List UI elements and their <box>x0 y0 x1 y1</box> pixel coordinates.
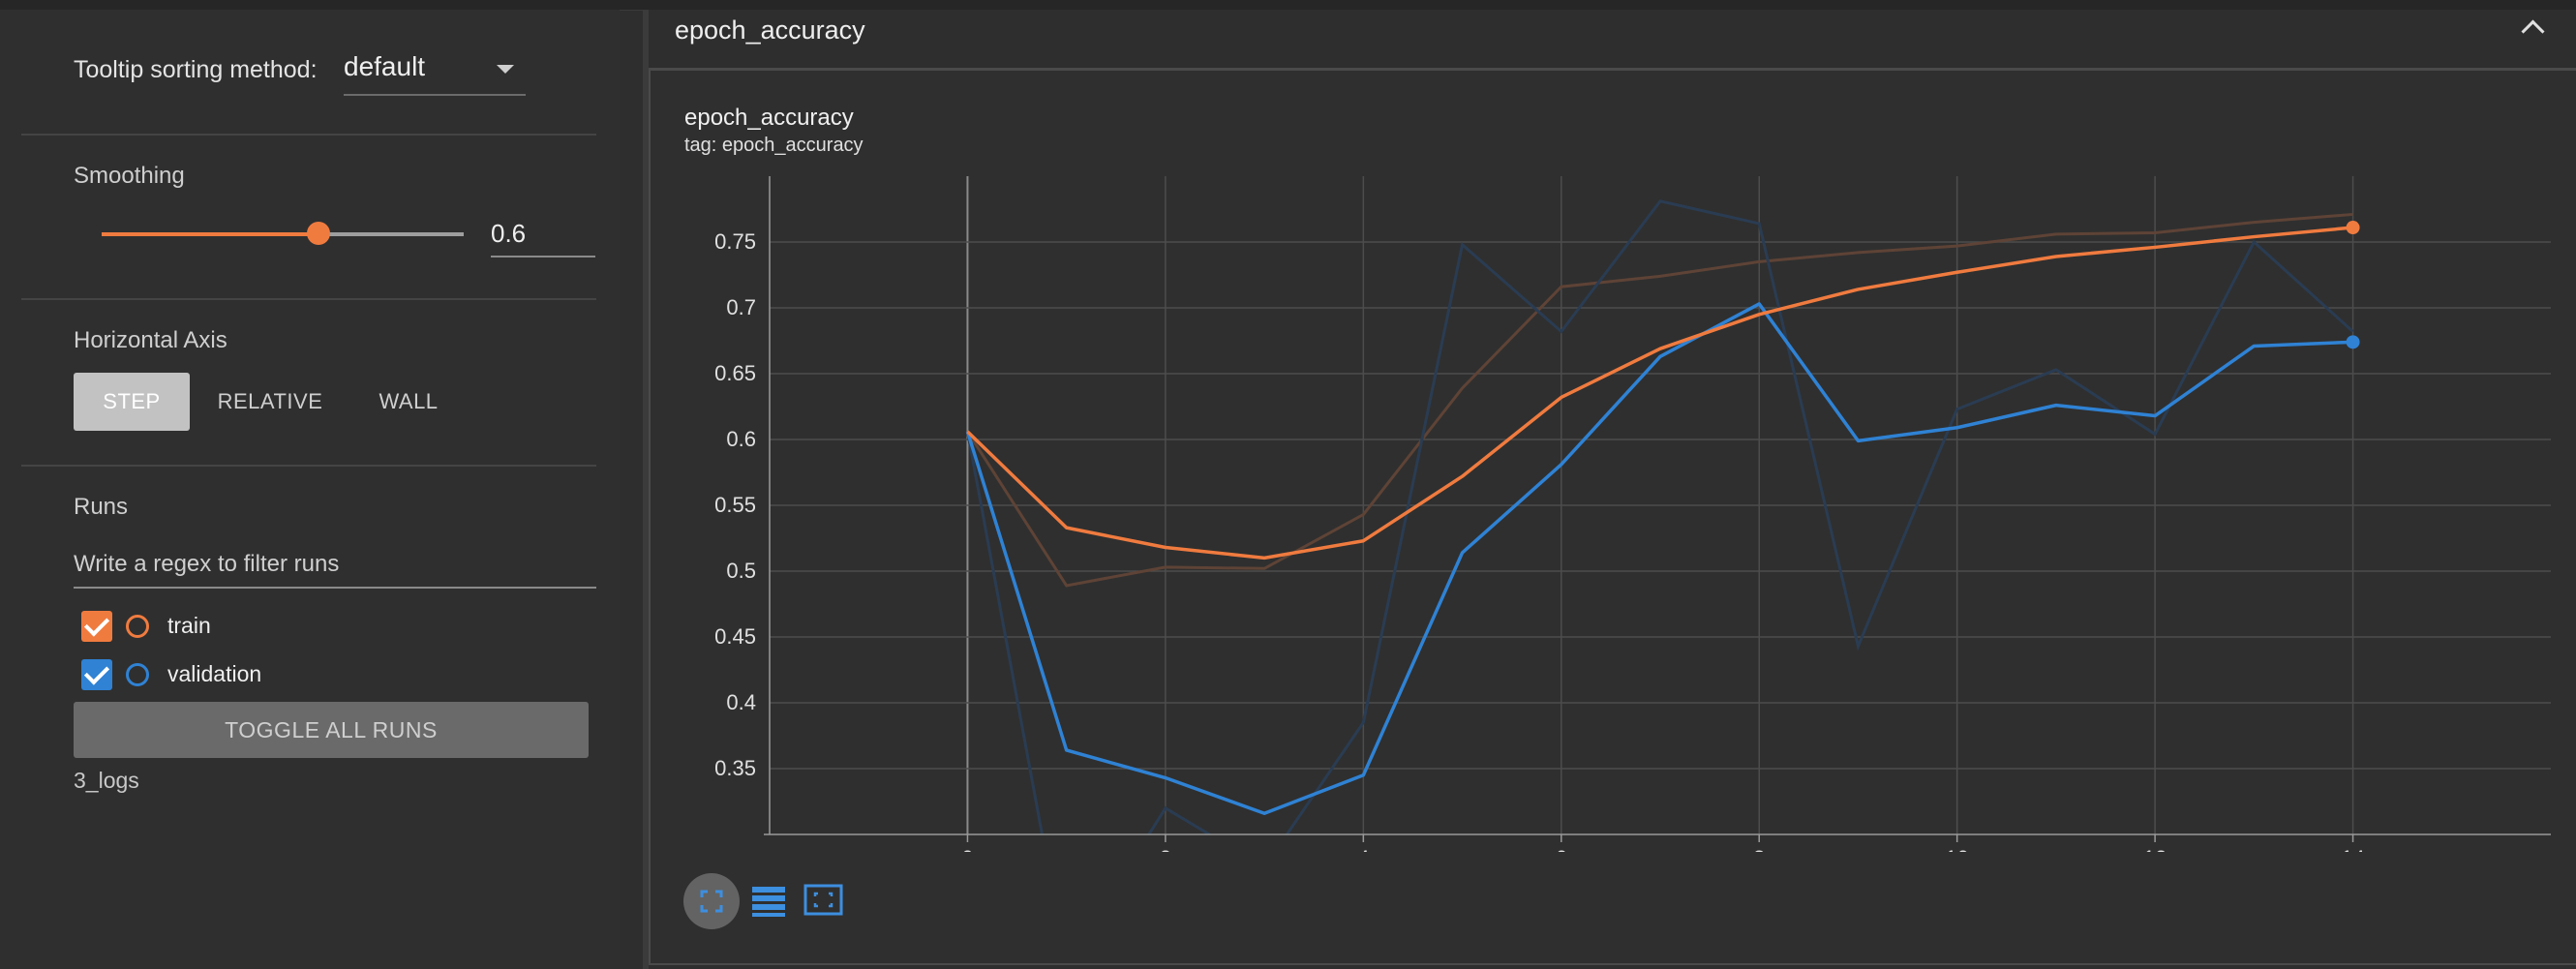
horizontal-axis-label: Horizontal Axis <box>74 327 227 353</box>
smoothing-input[interactable]: 0.6 <box>491 213 595 257</box>
y-tick-label: 0.4 <box>726 690 756 714</box>
y-tick-label: 0.7 <box>726 295 756 319</box>
run-label-validation: validation <box>167 661 262 686</box>
x-tick-label: 14 <box>2341 846 2364 852</box>
run-filter-placeholder: Write a regex to filter runs <box>74 551 340 577</box>
fit-domain-icon[interactable] <box>683 873 740 929</box>
series-endpoint-train <box>2346 221 2360 235</box>
y-tick-label: 0.65 <box>714 361 756 385</box>
y-tick-label: 0.75 <box>714 229 756 254</box>
run-color-icon-validation[interactable] <box>126 663 149 686</box>
check-icon <box>83 659 110 685</box>
x-tick-label: 12 <box>2143 846 2167 852</box>
axis-wall-button[interactable]: WALL <box>379 389 439 413</box>
smoothed-series-train <box>966 226 2353 560</box>
x-tick-label: 10 <box>1945 846 1968 852</box>
check-icon <box>83 611 110 637</box>
run-color-icon-train[interactable] <box>126 615 149 638</box>
x-tick-label: 8 <box>1753 846 1765 852</box>
chevron-up-icon[interactable] <box>2521 19 2545 44</box>
run-filter-input[interactable]: Write a regex to filter runs <box>74 544 596 589</box>
group-title: epoch_accuracy <box>675 15 865 45</box>
chevron-down-icon <box>497 65 514 74</box>
run-checkbox-train[interactable] <box>81 611 112 642</box>
run-label-train: train <box>167 613 211 638</box>
axis-step-button[interactable]: STEP <box>74 373 190 431</box>
log-directory-label: 3_logs <box>74 768 139 793</box>
raw-series-validation <box>965 199 2354 834</box>
x-tick-label: 4 <box>1357 846 1369 852</box>
raw-series-train <box>966 212 2353 588</box>
tooltip-sorting-select[interactable]: default <box>344 44 526 96</box>
card-title: epoch_accuracy <box>684 105 854 131</box>
y-tick-label: 0.35 <box>714 756 756 780</box>
series-endpoint-validation <box>2346 335 2360 349</box>
run-checkbox-validation[interactable] <box>81 659 112 690</box>
smoothing-slider-thumb[interactable] <box>307 222 331 245</box>
y-tick-label: 0.45 <box>714 624 756 649</box>
axis-relative-button[interactable]: RELATIVE <box>217 389 323 413</box>
scalar-chart[interactable]: 0 2 4 6 8 10 12 14 0.35 0.4 0.45 0.5 0.55 0.6 0.65 0.7 0… <box>678 165 2575 852</box>
sidebar-resize-handle[interactable] <box>643 10 649 969</box>
card-group-header[interactable]: epoch_accuracy <box>649 10 2576 69</box>
x-tick-label: 2 <box>1160 846 1171 852</box>
divider <box>21 298 596 300</box>
data-table-icon[interactable] <box>750 883 789 922</box>
y-tick-label: 0.6 <box>726 427 756 451</box>
x-tick-label: 6 <box>1556 846 1567 852</box>
tooltip-sorting-value: default <box>344 51 426 81</box>
x-tick-label: 0 <box>961 846 973 852</box>
y-tick-label: 0.5 <box>726 559 756 583</box>
smoothing-label: Smoothing <box>74 163 185 189</box>
smoothing-value: 0.6 <box>491 219 527 248</box>
divider <box>21 134 596 136</box>
smoothing-slider[interactable] <box>102 222 464 245</box>
runs-label: Runs <box>74 494 129 520</box>
card-tag: tag: epoch_accuracy <box>684 135 864 156</box>
resize-chart-icon[interactable] <box>803 883 844 918</box>
divider <box>21 465 596 467</box>
scalar-card <box>649 69 2576 965</box>
tooltip-sorting-label: Tooltip sorting method: <box>74 56 318 83</box>
settings-sidebar <box>0 10 620 969</box>
y-tick-label: 0.55 <box>714 493 756 517</box>
smoothing-slider-fill <box>102 232 319 236</box>
toggle-all-runs-button[interactable]: TOGGLE ALL RUNS <box>74 702 589 758</box>
smoothed-series-validation <box>965 302 2353 815</box>
